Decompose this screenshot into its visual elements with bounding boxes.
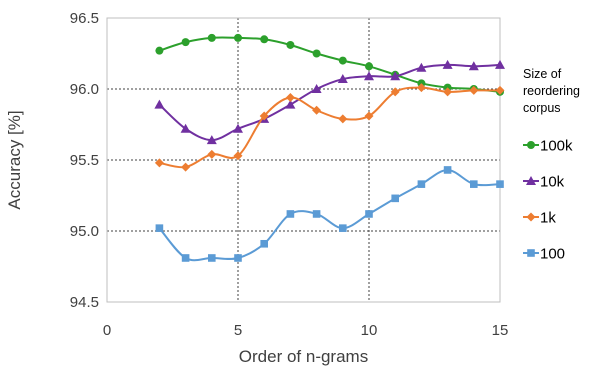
legend-item-1k: 1k: [523, 210, 556, 227]
legend-item-10k: 10k: [523, 174, 565, 191]
legend-label: 100: [540, 246, 565, 263]
data-point-100: [391, 194, 399, 203]
x-tick-label: 5: [234, 322, 242, 339]
series-line-10k: [158, 63, 501, 142]
data-point-100k: [312, 49, 321, 58]
data-point-1k: [443, 87, 453, 97]
y-tick-label: 94.5: [70, 294, 99, 311]
data-point-100: [496, 180, 504, 188]
data-point-100k: [155, 46, 164, 55]
data-point-100k: [181, 38, 190, 47]
data-point-100k: [365, 62, 373, 71]
data-point-1k: [233, 151, 243, 161]
data-point-100k: [234, 33, 242, 42]
legend-marker-1k: [526, 212, 536, 222]
data-point-1k: [338, 114, 348, 124]
data-point-100: [155, 224, 164, 232]
data-point-1k: [390, 87, 400, 97]
grid-lines: [107, 18, 500, 302]
y-axis-ticks: 94.5 95.0 95.5 96.0 96.5: [70, 10, 99, 311]
series-layer: [154, 33, 505, 262]
legend-title-line-1: Size of: [523, 67, 562, 81]
data-point-100k: [338, 56, 347, 65]
data-point-100: [339, 224, 347, 232]
data-point-10k: [442, 59, 453, 69]
data-point-10k: [468, 61, 479, 71]
y-tick-label: 95.5: [70, 152, 99, 169]
data-point-100: [286, 210, 295, 218]
x-tick-label: 10: [361, 322, 378, 339]
data-point-10k: [390, 71, 401, 81]
data-point-1k: [364, 111, 374, 121]
legend-marker-100k: [527, 141, 535, 149]
legend-title-line-2: reordering: [523, 84, 580, 98]
data-point-10k: [311, 84, 322, 93]
data-point-10k: [364, 71, 374, 81]
data-point-10k: [154, 99, 165, 109]
legend-title-line-3: corpus: [523, 101, 561, 115]
legend-label: 100k: [540, 138, 573, 155]
data-point-1k: [154, 158, 164, 168]
data-point-100: [208, 254, 216, 262]
data-point-100k: [207, 33, 216, 42]
data-point-100: [312, 210, 321, 218]
data-point-100: [417, 180, 426, 188]
data-point-100: [443, 166, 452, 174]
data-point-100: [470, 180, 478, 188]
data-point-10k: [206, 135, 217, 145]
data-point-1k: [312, 105, 322, 115]
data-point-10k: [416, 62, 427, 72]
legend: Size of reordering corpus 100k 10k 1k 100: [523, 67, 580, 263]
data-point-1k: [416, 83, 426, 93]
data-point-1k: [285, 93, 295, 103]
x-axis-ticks: 0 5 10 15: [103, 322, 509, 339]
legend-label: 1k: [540, 210, 556, 227]
series-10k: [154, 59, 505, 145]
data-point-1k: [495, 85, 505, 95]
plot-frame: [106, 17, 501, 303]
series-100: [155, 166, 504, 262]
data-point-10k: [337, 74, 348, 84]
data-point-10k: [495, 59, 505, 69]
x-tick-label: 0: [103, 322, 111, 339]
data-point-1k: [207, 149, 217, 159]
legend-items: 100k 10k 1k 100: [523, 138, 573, 263]
series-1k: [154, 83, 505, 172]
y-tick-label: 96.0: [70, 81, 99, 98]
x-tick-label: 15: [492, 322, 509, 339]
data-point-10k: [233, 123, 243, 133]
series-line-100: [158, 168, 501, 262]
series-100k: [155, 33, 504, 96]
data-point-100k: [260, 35, 269, 44]
data-point-100: [260, 239, 268, 248]
legend-marker-10k: [526, 176, 536, 185]
data-point-100: [181, 254, 190, 262]
data-point-1k: [469, 85, 479, 95]
data-point-100: [234, 254, 242, 262]
data-point-10k: [285, 99, 296, 109]
y-axis-title: Accuracy [%]: [5, 110, 24, 209]
data-point-1k: [259, 111, 269, 121]
legend-item-100: 100: [523, 246, 565, 263]
data-point-10k: [180, 123, 191, 133]
y-tick-label: 96.5: [70, 10, 99, 27]
data-point-100k: [286, 40, 295, 49]
legend-marker-100: [527, 249, 535, 257]
legend-item-100k: 100k: [523, 138, 573, 155]
legend-label: 10k: [540, 174, 565, 191]
data-point-100: [365, 210, 373, 218]
y-tick-label: 95.0: [70, 223, 99, 240]
data-point-1k: [181, 162, 191, 172]
x-axis-title: Order of n-grams: [239, 347, 368, 366]
